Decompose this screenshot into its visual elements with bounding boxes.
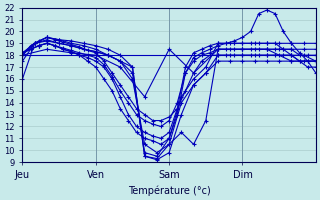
X-axis label: Température (°c): Température (°c) bbox=[128, 185, 211, 196]
